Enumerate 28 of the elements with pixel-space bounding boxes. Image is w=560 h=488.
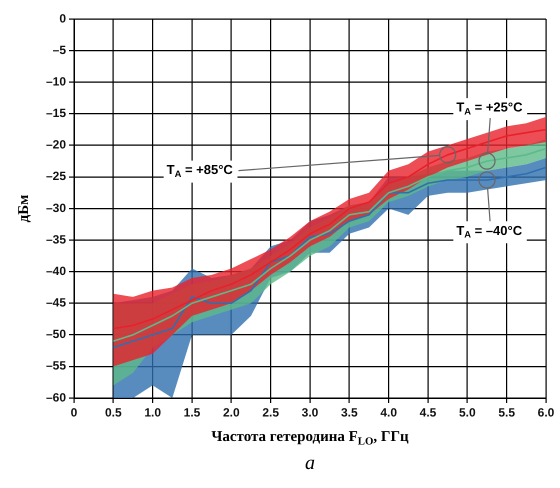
y-tick-label: –20 — [46, 138, 66, 152]
x-tick-label: 1.5 — [184, 406, 201, 420]
y-tick-label: 0 — [59, 11, 66, 26]
text: а — [304, 452, 316, 475]
x-tick-label: 5.5 — [498, 406, 516, 420]
x-tick-label: 2.0 — [222, 406, 240, 420]
y-tick-label: –50 — [46, 327, 66, 342]
x-tick-label: 6.0 — [538, 406, 555, 420]
x-tick-label: 4.0 — [380, 406, 398, 420]
y-tick-label: –55 — [46, 358, 66, 373]
x-tick-label: 2.5 — [262, 406, 280, 420]
y-tick-label: –35 — [46, 232, 66, 246]
x-tick-label: 0.5 — [104, 406, 122, 420]
y-tick-label: –15 — [46, 106, 66, 120]
y-tick-label: –30 — [46, 200, 66, 215]
y-tick-label: –10 — [46, 74, 66, 88]
x-tick-label: 3.5 — [340, 406, 358, 420]
y-axis-title: дБм — [16, 194, 32, 222]
y-tick-label: –5 — [52, 42, 66, 57]
y-tick-label: –45 — [46, 296, 66, 310]
y-tick-label: –25 — [46, 169, 66, 184]
x-tick-label: 4.5 — [420, 406, 437, 420]
x-tick-label: 3.0 — [302, 406, 319, 420]
x-tick-label: 5.0 — [458, 406, 476, 420]
y-tick-label: –60 — [46, 390, 66, 404]
y-tick-label: –40 — [46, 264, 66, 278]
x-tick-label: 0 — [70, 406, 78, 420]
x-tick-label: 1.0 — [144, 406, 162, 420]
